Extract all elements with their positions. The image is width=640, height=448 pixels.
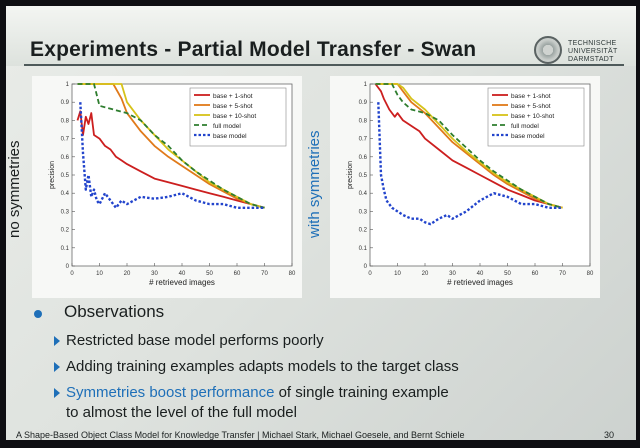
- series-line: [374, 83, 563, 209]
- y-tick-label: 1: [66, 82, 70, 88]
- y-tick-label: 0.1: [61, 246, 70, 252]
- logo-line: TECHNISCHE: [568, 40, 617, 47]
- title-divider: [24, 64, 624, 66]
- legend-label: base + 1-shot: [511, 93, 551, 100]
- y-tick-label: 0.9: [61, 100, 70, 106]
- bullet-arrow-icon: [54, 336, 60, 346]
- y-tick-label: 0.4: [61, 191, 70, 197]
- y-tick-label: 0.4: [359, 191, 368, 197]
- x-tick-label: 20: [124, 271, 131, 277]
- legend-label: base + 1-shot: [213, 93, 253, 100]
- x-axis-label: # retrieved images: [447, 278, 513, 287]
- y-tick-label: 0.2: [61, 228, 70, 234]
- plot-no-symmetries: 0 10 20 30 40 50 60 70 80 0 0.1 0.2 0.3 0.4 0.5 0.6 0.7 0…: [32, 76, 302, 298]
- series-line: [77, 83, 265, 209]
- observation-text: Restricted base model performs poorly: [66, 332, 324, 349]
- slide-header: Experiments - Partial Model Transfer - S…: [6, 6, 636, 66]
- logo-line: DARMSTADT: [568, 56, 614, 63]
- series-line: [76, 110, 265, 209]
- y-tick-label: 0.3: [359, 209, 368, 215]
- y-tick-label: 0.9: [359, 100, 368, 106]
- x-tick-label: 70: [261, 271, 268, 277]
- bullet-dot-icon: [34, 310, 42, 318]
- x-tick-label: 20: [422, 271, 429, 277]
- university-logo-text: TECHNISCHE UNIVERSITÄT DARMSTADT: [568, 40, 632, 64]
- observation-item: Symmetries boost performance of single t…: [54, 384, 449, 401]
- x-tick-label: 40: [179, 271, 186, 277]
- legend-label: base + 5-shot: [213, 103, 253, 110]
- observations-heading: Observations: [64, 302, 165, 321]
- legend-label: base model: [511, 133, 545, 140]
- x-tick-label: 30: [449, 271, 456, 277]
- series-line: [375, 83, 563, 209]
- y-tick-label: 0.6: [359, 155, 368, 161]
- x-tick-label: 10: [96, 271, 103, 277]
- series-line: [377, 102, 563, 226]
- y-tick-label: 0.7: [359, 137, 368, 143]
- y-tick-label: 0.6: [61, 155, 70, 161]
- x-tick-label: 80: [289, 271, 296, 277]
- series-line: [79, 102, 265, 210]
- y-tick-label: 0.8: [61, 118, 70, 124]
- x-tick-label: 50: [504, 271, 511, 277]
- x-tick-label: 0: [70, 271, 74, 277]
- bullet-arrow-icon: [54, 388, 60, 398]
- y-axis-label: precision: [347, 161, 354, 189]
- x-tick-label: 60: [234, 271, 241, 277]
- y-axis-label: precision: [49, 161, 56, 189]
- x-tick-label: 80: [587, 271, 594, 277]
- y-tick-label: 0.5: [359, 173, 368, 179]
- y-tick-label: 1: [364, 82, 368, 88]
- with-symmetries-label: with symmetries: [306, 130, 323, 238]
- x-tick-label: 0: [368, 271, 372, 277]
- legend-label: base model: [213, 133, 247, 140]
- y-tick-label: 0.5: [61, 173, 70, 179]
- x-tick-label: 10: [394, 271, 401, 277]
- x-axis-label: # retrieved images: [149, 278, 215, 287]
- series-line: [77, 83, 265, 209]
- slide-footer: A Shape-Based Object Class Model for Kno…: [16, 430, 465, 440]
- plot-with-symmetries: 0 10 20 30 40 50 60 70 80 0 0.1 0.2 0.3 0.4 0.5 0.6 0.7 0…: [330, 76, 600, 298]
- bullet-arrow-icon: [54, 362, 60, 372]
- legend-label: base + 5-shot: [511, 103, 551, 110]
- chart-with-symmetries: 0 10 20 30 40 50 60 70 80 0 0.1 0.2 0.3 0.4 0.5 0.6 0.7 0…: [347, 82, 594, 287]
- y-tick-label: 0: [66, 264, 70, 270]
- observation-item: Restricted base model performs poorly: [54, 332, 324, 349]
- x-tick-label: 70: [559, 271, 566, 277]
- y-tick-label: 0.8: [359, 118, 368, 124]
- legend-box: [487, 87, 585, 147]
- no-symmetries-label: no symmetries: [6, 140, 23, 238]
- y-tick-label: 0.3: [61, 209, 70, 215]
- legend-label: base + 10-shot: [213, 113, 256, 120]
- university-seal-icon: [534, 36, 562, 64]
- legend-label: base + 10-shot: [511, 113, 554, 120]
- observation-text: Adding training examples adapts models t…: [66, 358, 459, 375]
- observation-continuation: to almost the level of the full model: [66, 404, 297, 421]
- page-number: 30: [604, 430, 615, 440]
- x-tick-label: 40: [477, 271, 484, 277]
- slide: Experiments - Partial Model Transfer - S…: [6, 6, 636, 440]
- legend-label: full model: [213, 123, 241, 130]
- logo-line: UNIVERSITÄT: [568, 48, 618, 55]
- slide-title: Experiments - Partial Model Transfer - S…: [30, 38, 477, 61]
- y-tick-label: 0: [364, 264, 368, 270]
- y-tick-label: 0.7: [61, 137, 70, 143]
- observation-item: Adding training examples adapts models t…: [54, 358, 459, 375]
- y-tick-label: 0.2: [359, 228, 368, 234]
- x-tick-label: 30: [151, 271, 158, 277]
- x-tick-label: 50: [206, 271, 213, 277]
- chart-no-symmetries: 0 10 20 30 40 50 60 70 80 0 0.1 0.2 0.3 0.4 0.5 0.6 0.7 0…: [49, 82, 296, 287]
- series-line: [375, 83, 563, 209]
- observation-highlight: Symmetries boost performance: [66, 384, 275, 401]
- legend-label: full model: [511, 123, 539, 130]
- x-tick-label: 60: [532, 271, 539, 277]
- y-tick-label: 0.1: [359, 246, 368, 252]
- legend-box: [189, 87, 287, 147]
- observation-text: of single training example: [274, 384, 449, 401]
